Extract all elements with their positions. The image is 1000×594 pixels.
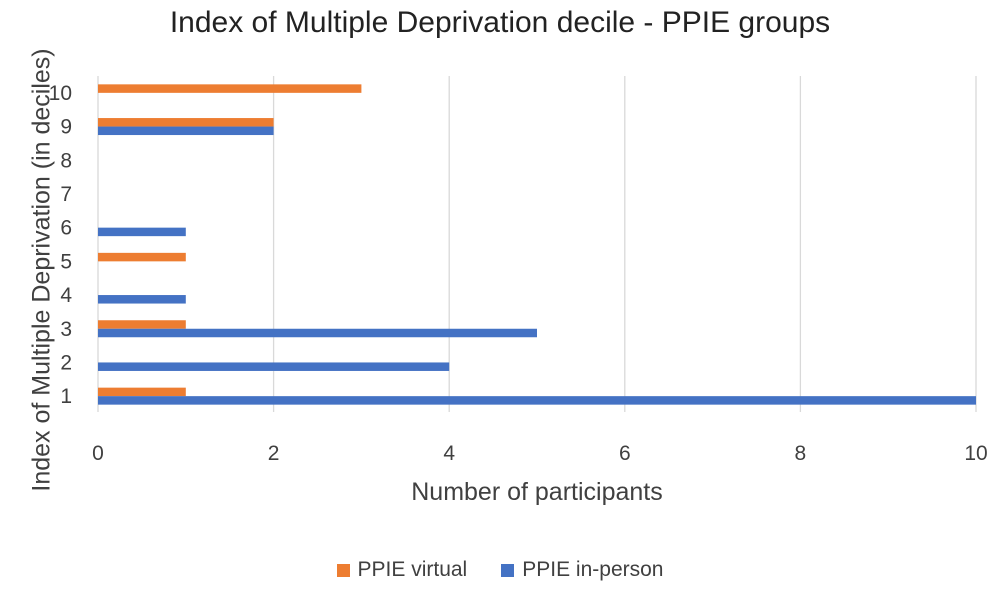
bar-virtual-3 — [98, 320, 186, 329]
bar-in-person-3 — [98, 328, 537, 338]
y-tick-label-9: 9 — [60, 116, 72, 139]
legend-item-virtual: PPIE virtual — [336, 558, 468, 582]
x-tick-label-8: 8 — [795, 442, 807, 465]
bar-virtual-5 — [98, 252, 186, 262]
y-tick-label-1: 1 — [60, 385, 72, 408]
bar-in-person-4 — [98, 295, 186, 304]
y-tick-label-5: 5 — [60, 250, 72, 273]
legend-swatch-virtual — [336, 563, 350, 577]
y-axis-title: Index of Multiple Deprivation (in decile… — [27, 48, 56, 492]
x-tick-label-10: 10 — [964, 442, 987, 465]
y-tick-label-3: 3 — [60, 318, 72, 341]
y-tick-label-8: 8 — [60, 149, 72, 172]
bar-virtual-1 — [98, 387, 186, 397]
legend-swatch-in-person — [501, 563, 515, 577]
legend: PPIE virtual PPIE in-person — [0, 558, 1000, 582]
bar-in-person-2 — [98, 362, 450, 371]
legend-label-in-person: PPIE in-person — [522, 558, 664, 581]
x-tick-label-0: 0 — [92, 442, 104, 465]
y-tick-label-6: 6 — [60, 217, 72, 240]
bar-in-person-1 — [98, 396, 976, 405]
y-tick-label-7: 7 — [60, 183, 72, 206]
bar-virtual-10 — [98, 84, 362, 93]
y-tick-label-4: 4 — [60, 284, 72, 307]
y-tick-label-10: 10 — [49, 82, 72, 105]
legend-item-in-person: PPIE in-person — [501, 558, 663, 582]
x-tick-label-2: 2 — [268, 442, 280, 465]
x-axis-title: Number of participants — [411, 478, 663, 506]
legend-label-virtual: PPIE virtual — [357, 558, 468, 581]
bar-virtual-9 — [98, 118, 274, 127]
bar-in-person-9 — [98, 126, 274, 136]
y-tick-label-2: 2 — [60, 351, 72, 374]
bar-in-person-6 — [98, 227, 186, 237]
x-tick-label-6: 6 — [619, 442, 631, 465]
chart-title: Index of Multiple Deprivation decile - P… — [169, 6, 831, 39]
x-tick-label-4: 4 — [443, 442, 455, 465]
